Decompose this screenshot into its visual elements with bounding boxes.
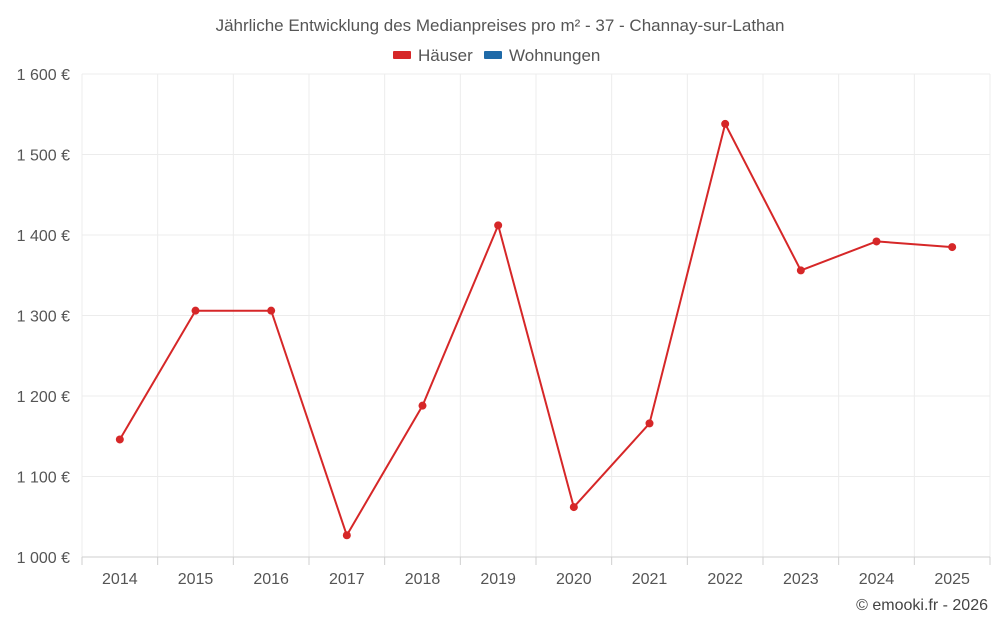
- legend: Häuser Wohnungen: [393, 46, 600, 65]
- legend-swatch-wohnungen[interactable]: [484, 51, 502, 59]
- series-haeuser: [115, 119, 957, 540]
- x-tick-label: 2017: [329, 571, 365, 588]
- x-tick-label: 2020: [556, 571, 592, 588]
- data-point[interactable]: [948, 243, 957, 252]
- data-point[interactable]: [342, 531, 351, 540]
- data-point[interactable]: [645, 419, 654, 428]
- y-tick-label: 1 000 €: [17, 550, 70, 567]
- y-tick-label: 1 500 €: [17, 148, 70, 165]
- x-tick-label: 2021: [632, 571, 668, 588]
- legend-swatch-haeuser[interactable]: [393, 51, 411, 59]
- series-line: [118, 122, 953, 537]
- y-tick-label: 1 200 €: [17, 389, 70, 406]
- x-tick-label: 2022: [707, 571, 743, 588]
- x-tick-label: 2015: [178, 571, 214, 588]
- data-point[interactable]: [872, 237, 881, 246]
- x-tick-label: 2025: [934, 571, 970, 588]
- data-point[interactable]: [115, 435, 124, 444]
- legend-label-haeuser[interactable]: Häuser: [418, 46, 473, 65]
- x-tick-label: 2023: [783, 571, 819, 588]
- data-point[interactable]: [569, 503, 578, 512]
- credit-text: © emooki.fr - 2026: [856, 597, 988, 614]
- legend-label-wohnungen[interactable]: Wohnungen: [509, 46, 600, 65]
- x-axis: 2014 2015 2016 2017 2018 2019 2020 2021 2022 2023…: [81, 556, 991, 588]
- data-point[interactable]: [494, 221, 503, 230]
- x-tick-label: 2014: [102, 571, 138, 588]
- y-tick-label: 1 600 €: [17, 67, 70, 84]
- y-axis: 1 000 € 1 100 € 1 200 € 1 300 € 1 400 € 1 500…: [17, 67, 70, 567]
- data-point[interactable]: [191, 306, 200, 315]
- x-tick-label: 2019: [480, 571, 516, 588]
- y-tick-label: 1 300 €: [17, 309, 70, 326]
- chart-title: Jährliche Entwicklung des Medianpreises …: [216, 16, 785, 35]
- x-tick-label: 2016: [253, 571, 289, 588]
- grid: [81, 73, 991, 557]
- y-tick-label: 1 100 €: [17, 470, 70, 487]
- data-point[interactable]: [721, 119, 730, 128]
- x-tick-label: 2018: [405, 571, 441, 588]
- data-point[interactable]: [418, 401, 427, 410]
- x-tick-label: 2024: [859, 571, 895, 588]
- data-point[interactable]: [796, 266, 805, 275]
- data-point[interactable]: [267, 306, 276, 315]
- y-tick-label: 1 400 €: [17, 228, 70, 245]
